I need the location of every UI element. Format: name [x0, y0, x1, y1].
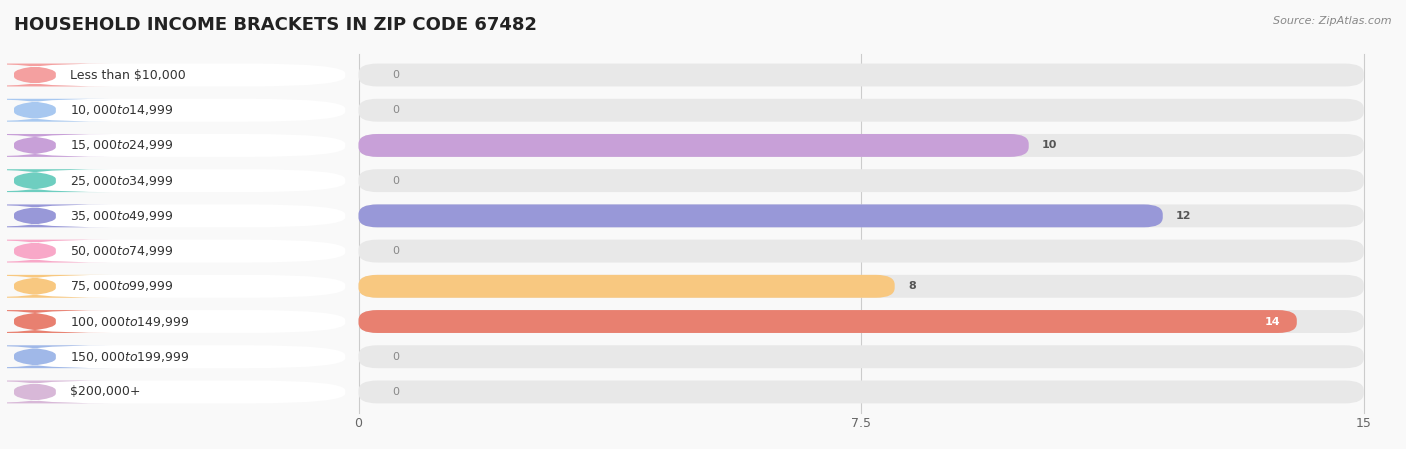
Text: 12: 12	[1177, 211, 1192, 221]
FancyBboxPatch shape	[359, 204, 1163, 227]
FancyBboxPatch shape	[14, 275, 346, 298]
Text: Source: ZipAtlas.com: Source: ZipAtlas.com	[1274, 16, 1392, 26]
FancyBboxPatch shape	[0, 99, 111, 122]
FancyBboxPatch shape	[14, 240, 346, 263]
FancyBboxPatch shape	[0, 204, 111, 227]
FancyBboxPatch shape	[359, 310, 1364, 333]
FancyBboxPatch shape	[359, 310, 1296, 333]
FancyBboxPatch shape	[359, 240, 1364, 263]
Text: 0: 0	[392, 246, 399, 256]
FancyBboxPatch shape	[359, 134, 1364, 157]
Text: $35,000 to $49,999: $35,000 to $49,999	[70, 209, 173, 223]
Text: $50,000 to $74,999: $50,000 to $74,999	[70, 244, 173, 258]
FancyBboxPatch shape	[359, 169, 1364, 192]
Text: $10,000 to $14,999: $10,000 to $14,999	[70, 103, 173, 117]
FancyBboxPatch shape	[359, 275, 894, 298]
Text: 0: 0	[392, 387, 399, 397]
FancyBboxPatch shape	[359, 99, 1364, 122]
FancyBboxPatch shape	[359, 204, 1364, 227]
FancyBboxPatch shape	[14, 169, 346, 192]
FancyBboxPatch shape	[359, 380, 1364, 403]
FancyBboxPatch shape	[14, 345, 346, 368]
FancyBboxPatch shape	[14, 204, 346, 227]
Text: 14: 14	[1264, 317, 1279, 326]
FancyBboxPatch shape	[14, 64, 346, 87]
FancyBboxPatch shape	[14, 310, 346, 333]
Text: $200,000+: $200,000+	[70, 385, 141, 398]
FancyBboxPatch shape	[14, 134, 346, 157]
Text: 0: 0	[392, 352, 399, 362]
Text: 0: 0	[392, 176, 399, 185]
Text: $25,000 to $34,999: $25,000 to $34,999	[70, 174, 173, 188]
FancyBboxPatch shape	[0, 169, 111, 192]
FancyBboxPatch shape	[0, 345, 111, 368]
FancyBboxPatch shape	[14, 99, 346, 122]
FancyBboxPatch shape	[359, 134, 1029, 157]
FancyBboxPatch shape	[0, 380, 111, 403]
FancyBboxPatch shape	[14, 380, 346, 403]
Text: 10: 10	[1042, 141, 1057, 150]
Text: $100,000 to $149,999: $100,000 to $149,999	[70, 314, 190, 329]
FancyBboxPatch shape	[359, 64, 1364, 87]
FancyBboxPatch shape	[359, 345, 1364, 368]
FancyBboxPatch shape	[0, 134, 111, 157]
Text: 0: 0	[392, 105, 399, 115]
Text: $75,000 to $99,999: $75,000 to $99,999	[70, 279, 173, 293]
FancyBboxPatch shape	[0, 310, 111, 333]
Text: HOUSEHOLD INCOME BRACKETS IN ZIP CODE 67482: HOUSEHOLD INCOME BRACKETS IN ZIP CODE 67…	[14, 16, 537, 34]
FancyBboxPatch shape	[0, 240, 111, 263]
Text: Less than $10,000: Less than $10,000	[70, 69, 186, 82]
Text: 0: 0	[392, 70, 399, 80]
Text: $15,000 to $24,999: $15,000 to $24,999	[70, 138, 173, 153]
Text: 8: 8	[908, 282, 915, 291]
FancyBboxPatch shape	[359, 275, 1364, 298]
Text: $150,000 to $199,999: $150,000 to $199,999	[70, 350, 190, 364]
FancyBboxPatch shape	[0, 275, 111, 298]
FancyBboxPatch shape	[0, 64, 111, 87]
